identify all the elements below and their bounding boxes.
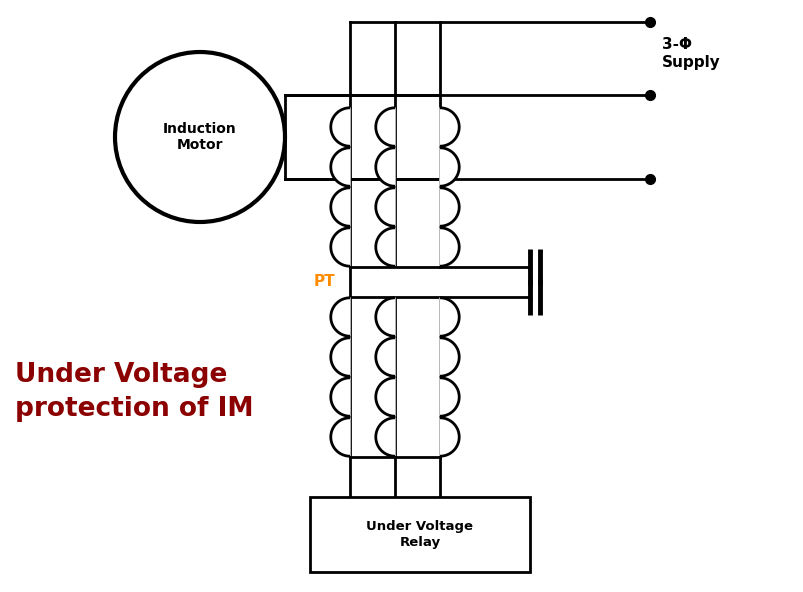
- Text: PT: PT: [313, 275, 335, 289]
- FancyBboxPatch shape: [310, 497, 529, 572]
- Polygon shape: [330, 108, 349, 146]
- Text: 3-Φ
Supply: 3-Φ Supply: [661, 37, 719, 70]
- Polygon shape: [375, 418, 394, 456]
- Polygon shape: [439, 418, 459, 456]
- Polygon shape: [330, 188, 349, 226]
- Polygon shape: [439, 148, 459, 186]
- Polygon shape: [375, 108, 394, 146]
- Polygon shape: [439, 228, 459, 266]
- Text: Induction
Motor: Induction Motor: [163, 122, 237, 152]
- Text: Under Voltage
protection of IM: Under Voltage protection of IM: [15, 362, 253, 422]
- Polygon shape: [330, 228, 349, 266]
- Polygon shape: [330, 378, 349, 416]
- Text: Under Voltage
Relay: Under Voltage Relay: [366, 520, 473, 549]
- Polygon shape: [439, 298, 459, 336]
- Polygon shape: [330, 338, 349, 376]
- Polygon shape: [439, 338, 459, 376]
- Polygon shape: [330, 418, 349, 456]
- Polygon shape: [375, 378, 394, 416]
- Polygon shape: [330, 148, 349, 186]
- Polygon shape: [330, 298, 349, 336]
- Polygon shape: [375, 188, 394, 226]
- Polygon shape: [375, 148, 394, 186]
- Polygon shape: [439, 188, 459, 226]
- Polygon shape: [439, 378, 459, 416]
- Polygon shape: [375, 228, 394, 266]
- Polygon shape: [375, 298, 394, 336]
- Polygon shape: [439, 108, 459, 146]
- Polygon shape: [375, 338, 394, 376]
